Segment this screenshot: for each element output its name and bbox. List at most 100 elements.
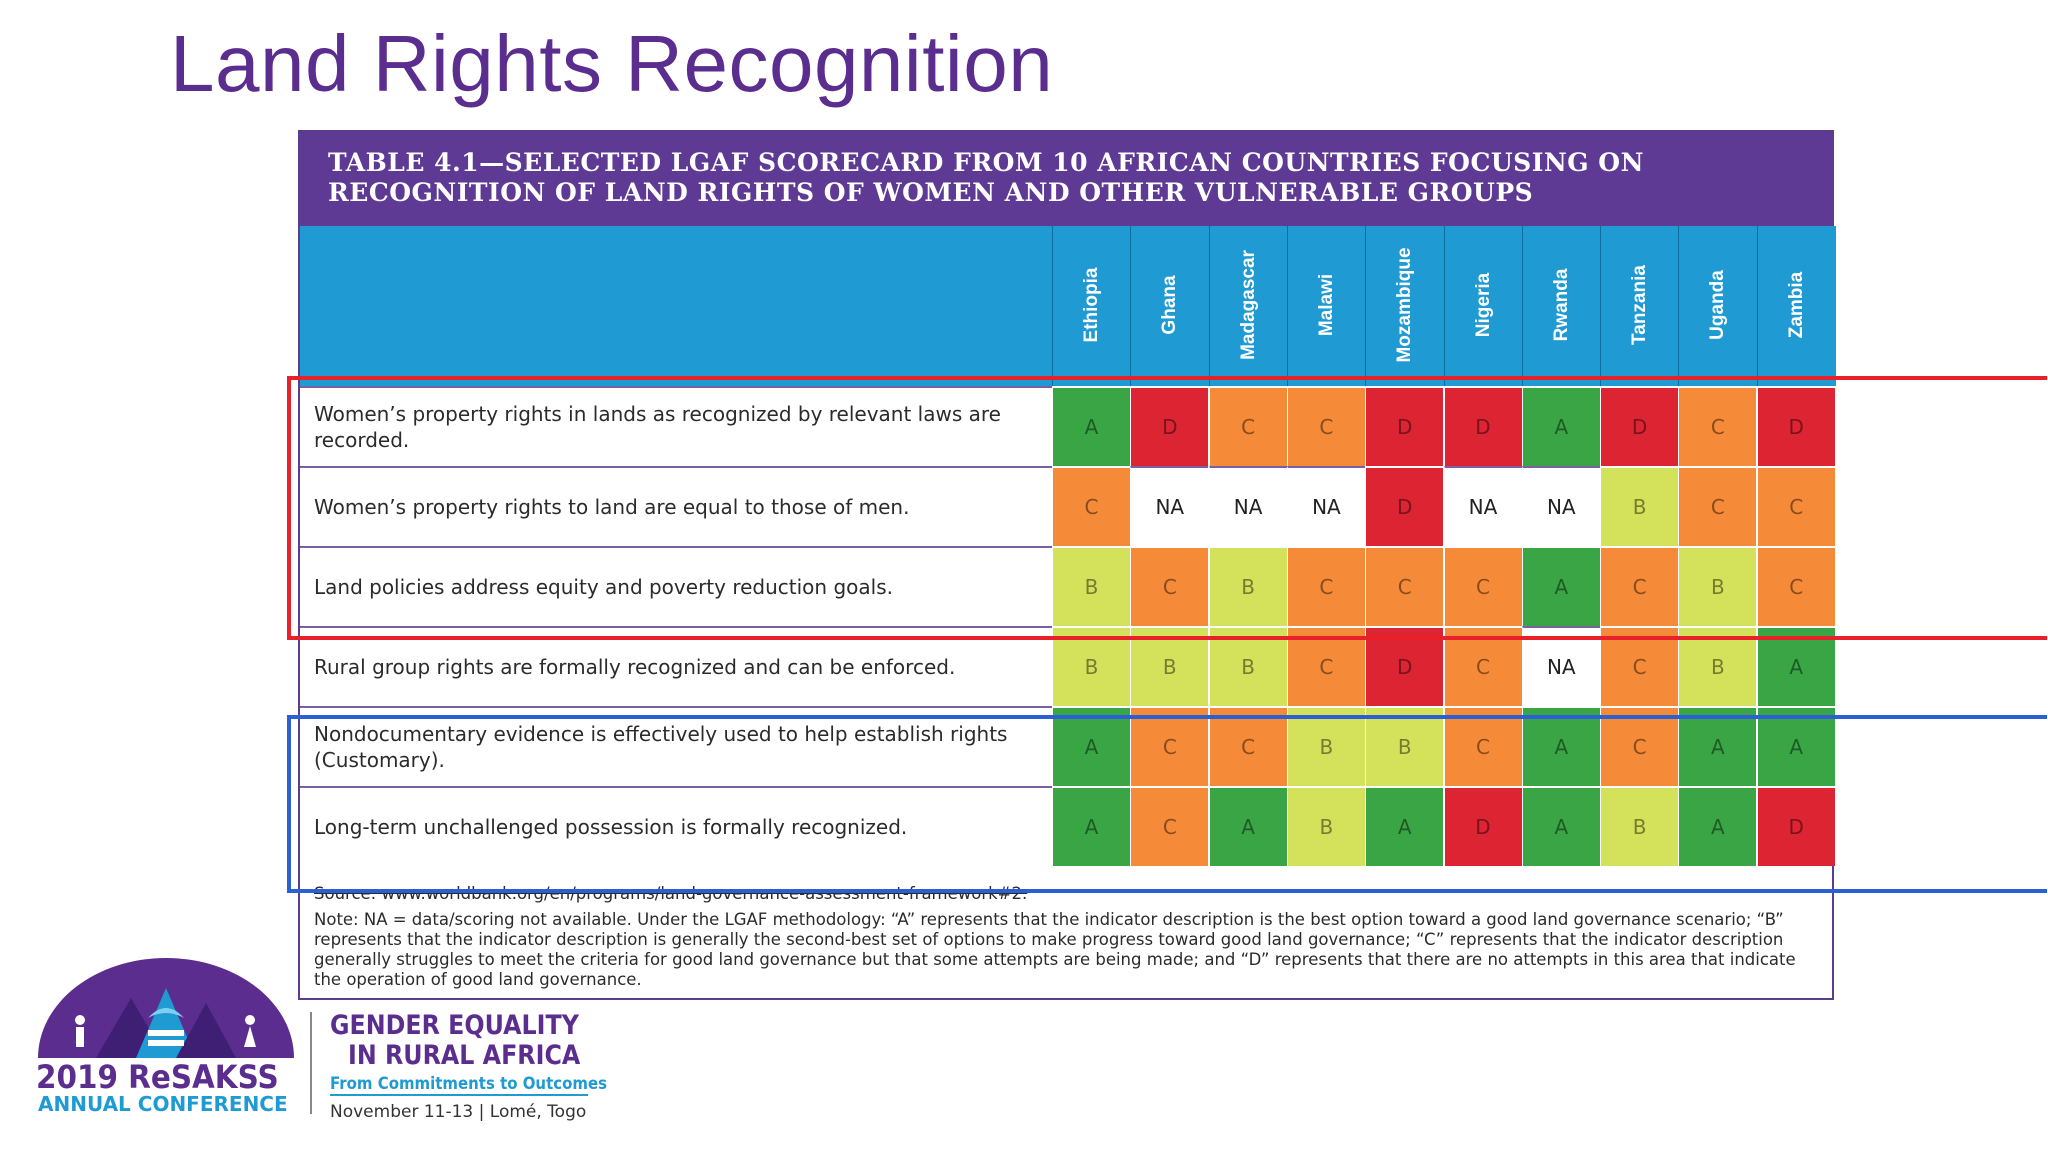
score-cell: B xyxy=(1286,786,1365,866)
score-cell: D xyxy=(1756,386,1835,466)
score-cell: B xyxy=(1208,546,1287,626)
logo-conference: ANNUAL CONFERENCE xyxy=(38,1092,288,1116)
score-cell: D xyxy=(1443,386,1522,466)
score-cell: D xyxy=(1443,786,1522,866)
row-label: Land policies address equity and poverty… xyxy=(300,546,1052,626)
score-cell: A xyxy=(1521,546,1600,626)
score-cell: A xyxy=(1052,706,1130,786)
row-label: Long-term unchallenged possession is for… xyxy=(300,786,1052,866)
score-cell: C xyxy=(1443,546,1522,626)
score-cell: NA xyxy=(1443,466,1522,546)
blue-highlight-box xyxy=(287,715,2047,893)
score-cell: A xyxy=(1521,386,1600,466)
score-cell: C xyxy=(1443,706,1522,786)
score-cell: C xyxy=(1208,706,1287,786)
row-label-text: Long-term unchallenged possession is for… xyxy=(314,815,908,839)
row-label: Women’s property rights in lands as reco… xyxy=(300,386,1052,466)
row-label-text: Land policies address equity and poverty… xyxy=(314,575,893,599)
country-label: Zambia xyxy=(1785,271,1807,339)
score-cell: C xyxy=(1286,386,1365,466)
score-cell: C xyxy=(1756,466,1835,546)
score-cell: B xyxy=(1600,786,1679,866)
tagline: From Commitments to Outcomes xyxy=(330,1074,608,1094)
score-cell: C xyxy=(1365,546,1444,626)
score-cell: C xyxy=(1130,546,1209,626)
score-cell: C xyxy=(1130,706,1209,786)
column-header-rwanda: Rwanda xyxy=(1521,226,1601,386)
score-cell: D xyxy=(1365,466,1444,546)
score-cell: C xyxy=(1130,786,1209,866)
score-cell: C xyxy=(1052,466,1130,546)
score-cell: C xyxy=(1600,546,1679,626)
score-cell: D xyxy=(1130,386,1209,466)
score-cell: A xyxy=(1756,706,1835,786)
score-cell: B xyxy=(1678,546,1757,626)
country-label: Nigeria xyxy=(1472,272,1494,338)
score-cell: A xyxy=(1521,786,1600,866)
headline-2: IN RURAL AFRICA xyxy=(348,1040,581,1071)
table-note: Note: NA = data/scoring not available. U… xyxy=(314,910,1796,989)
column-header-tanzania: Tanzania xyxy=(1600,226,1680,386)
row-label-text: Nondocumentary evidence is effectively u… xyxy=(314,722,1008,772)
logo-divider xyxy=(310,1012,312,1114)
date-place: November 11-13 | Lomé, Togo xyxy=(330,1102,587,1122)
score-cell: C xyxy=(1286,546,1365,626)
column-header-madagascar: Madagascar xyxy=(1208,226,1288,386)
country-label: Tanzania xyxy=(1629,265,1651,345)
score-cell: C xyxy=(1678,466,1757,546)
score-cell: A xyxy=(1052,386,1130,466)
score-cell: C xyxy=(1678,386,1757,466)
row-label-text: Women’s property rights to land are equa… xyxy=(314,495,910,519)
table-source: Source: www.worldbank.org/en/programs/la… xyxy=(314,884,1028,903)
column-header-nigeria: Nigeria xyxy=(1443,226,1523,386)
column-header-zambia: Zambia xyxy=(1756,226,1836,386)
logo-year: 2019 ReSAKSS xyxy=(36,1058,279,1096)
column-header-uganda: Uganda xyxy=(1678,226,1758,386)
column-header-malawi: Malawi xyxy=(1286,226,1366,386)
headline-1: GENDER EQUALITY xyxy=(330,1010,579,1041)
table-title: TABLE 4.1—SELECTED LGAF SCORECARD FROM 1… xyxy=(300,132,1832,226)
country-label: Ethiopia xyxy=(1081,267,1102,343)
logo-emblem-icon xyxy=(38,958,294,1058)
score-cell: A xyxy=(1208,786,1287,866)
score-cell: C xyxy=(1600,706,1679,786)
country-label: Malawi xyxy=(1315,273,1337,337)
score-cell: NA xyxy=(1208,466,1287,546)
resakss-logo: 2019 ReSAKSS ANNUAL CONFERENCE xyxy=(36,958,296,1118)
score-cell: A xyxy=(1678,706,1757,786)
score-cell: B xyxy=(1365,706,1444,786)
country-label: Ghana xyxy=(1159,275,1181,335)
score-cell: NA xyxy=(1521,466,1600,546)
score-cell: NA xyxy=(1286,466,1365,546)
score-cell: C xyxy=(1208,386,1287,466)
row-label: Women’s property rights to land are equa… xyxy=(300,466,1052,546)
score-cell: B xyxy=(1600,466,1679,546)
country-label: Madagascar xyxy=(1237,250,1259,360)
scorecard-table: TABLE 4.1—SELECTED LGAF SCORECARD FROM 1… xyxy=(298,130,1836,1000)
score-cell: C xyxy=(1756,546,1835,626)
row-label: Nondocumentary evidence is effectively u… xyxy=(300,706,1052,786)
score-cell: D xyxy=(1756,786,1835,866)
score-cell: NA xyxy=(1130,466,1209,546)
slide-title: Land Rights Recognition xyxy=(170,19,1054,108)
score-cell: A xyxy=(1678,786,1757,866)
column-header-ghana: Ghana xyxy=(1130,226,1210,386)
row-label-text: Women’s property rights in lands as reco… xyxy=(314,402,1001,452)
score-cell: D xyxy=(1600,386,1679,466)
column-header-mozambique: Mozambique xyxy=(1365,226,1445,386)
score-cell: B xyxy=(1052,546,1130,626)
score-cell: A xyxy=(1521,706,1600,786)
country-label: Mozambique xyxy=(1394,247,1416,363)
score-cell: D xyxy=(1365,386,1444,466)
red-highlight-box xyxy=(287,376,2047,640)
country-label: Rwanda xyxy=(1550,268,1572,342)
tagline-underline xyxy=(330,1094,588,1096)
table-title-line2: RECOGNITION OF LAND RIGHTS OF WOMEN AND … xyxy=(328,178,1534,207)
row-label-text: Rural group rights are formally recogniz… xyxy=(314,655,956,679)
table-title-line1: TABLE 4.1—SELECTED LGAF SCORECARD FROM 1… xyxy=(328,148,1644,177)
column-header-ethiopia: Ethiopia xyxy=(1052,226,1131,386)
country-label: Uganda xyxy=(1707,270,1729,340)
score-cell: B xyxy=(1286,706,1365,786)
score-cell: A xyxy=(1052,786,1130,866)
score-cell: A xyxy=(1365,786,1444,866)
